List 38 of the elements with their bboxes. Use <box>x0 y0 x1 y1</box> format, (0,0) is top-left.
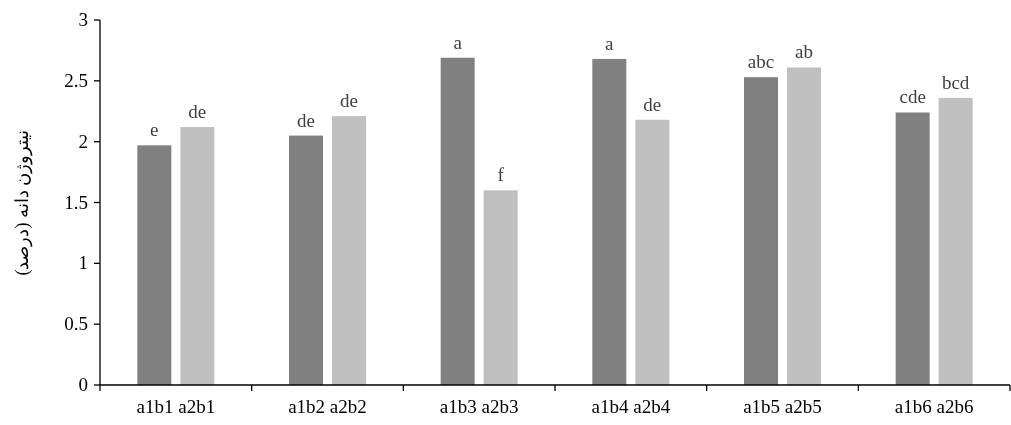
x-tick-label: a1b6 a2b6 <box>894 396 974 417</box>
x-tick-label: a1b3 a2b3 <box>439 396 519 417</box>
bar <box>895 112 930 385</box>
x-tick-label: a1b2 a2b2 <box>288 396 367 417</box>
y-tick-label: 2.5 <box>64 69 88 91</box>
y-axis-title: نیتروژن دانه (درصد) <box>12 129 33 276</box>
bar <box>938 97 973 385</box>
x-tick-label: a1b1 a2b1 <box>136 396 216 417</box>
bar <box>635 119 670 385</box>
bar <box>332 116 366 385</box>
x-tick-label: a1b4 a2b4 <box>591 396 671 417</box>
bar <box>289 135 323 385</box>
y-tick-label: 3 <box>78 9 88 30</box>
data-label: de <box>340 90 358 112</box>
data-label: bcd <box>941 71 970 93</box>
y-tick-label: 0 <box>78 374 88 395</box>
bar <box>440 57 475 385</box>
data-label: f <box>497 164 505 186</box>
bar <box>137 145 172 385</box>
data-label: cde <box>899 86 926 108</box>
bar <box>180 127 215 385</box>
bar <box>744 77 778 385</box>
data-label: de <box>297 109 315 131</box>
x-tick-label: a1b5 a2b5 <box>743 396 822 417</box>
data-label: ab <box>795 41 813 63</box>
y-tick-label: 1.5 <box>64 191 88 213</box>
bar <box>787 67 821 385</box>
data-label: e <box>150 119 159 141</box>
bar <box>592 58 627 385</box>
data-label: a <box>453 31 463 53</box>
y-tick-label: 1 <box>78 252 88 274</box>
data-label: a <box>605 32 615 54</box>
data-label: de <box>643 93 662 115</box>
bar <box>483 190 518 385</box>
data-label: de <box>188 101 207 123</box>
y-tick-label: 0.5 <box>64 313 88 335</box>
data-label: abc <box>747 51 775 73</box>
y-tick-label: 2 <box>78 130 88 152</box>
